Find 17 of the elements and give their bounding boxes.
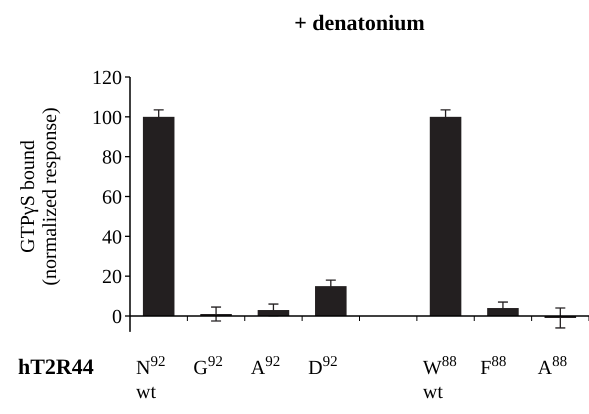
x-tick-label: G$^{92}$ (193, 354, 223, 379)
x-tick-label: W$^{88}$ wt (422, 354, 457, 403)
y-tick-label: 40 (102, 226, 122, 248)
x-axis-title: hT2R44 (18, 354, 94, 379)
x-tick-label: A$^{88}$ (538, 354, 568, 379)
y-tick-label: 100 (92, 106, 122, 129)
y-tick-label: 60 (102, 186, 122, 208)
x-tick-label: N$^{92}$ wt (136, 354, 166, 403)
chart-title: + denatonium (294, 10, 425, 35)
x-tick-label: D$^{92}$ (308, 354, 338, 379)
y-tick-label: 20 (102, 266, 122, 288)
x-tick-label: F$^{88}$ (480, 354, 506, 379)
y-tick-label: 80 (102, 146, 122, 169)
y-axis-title: GTPγS bound (normalized response) (17, 107, 61, 286)
x-tick-label: A$^{92}$ (250, 354, 280, 379)
y-tick-label: 120 (92, 67, 122, 89)
y-tick-label: 0 (112, 306, 122, 328)
